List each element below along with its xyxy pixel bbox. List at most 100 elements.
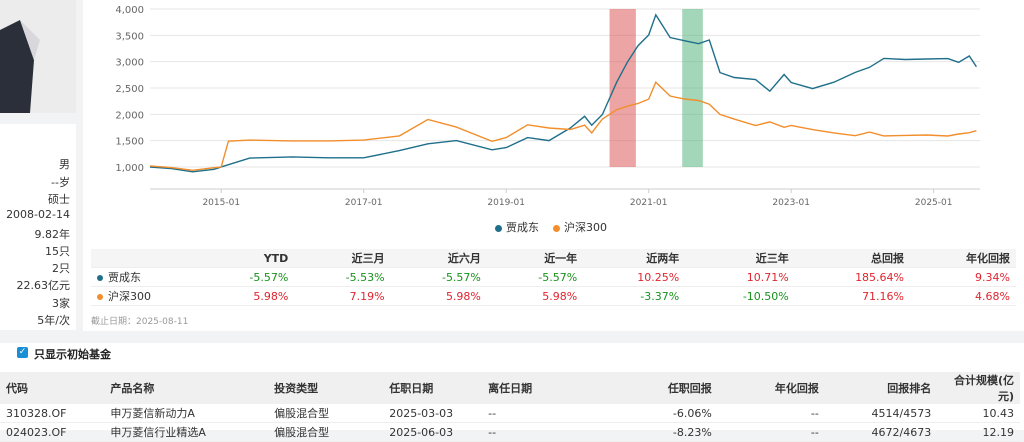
only-initial-checkbox[interactable]: ✓: [17, 347, 28, 358]
fund-header-cell[interactable]: 产品名称: [104, 372, 269, 404]
manager-info-tenure: 9.82年: [34, 228, 71, 241]
fund-cell: --: [482, 404, 606, 423]
fund-header-cell[interactable]: 任职回报: [605, 372, 718, 404]
y-tick-label: 3,000: [115, 58, 144, 69]
manager-info-start-date: 2008-02-14: [6, 208, 70, 221]
x-tick-label: 2017-01: [345, 198, 383, 208]
legend-dot-icon: [495, 224, 502, 232]
fund-cell: 4514/4573: [824, 404, 938, 423]
manager-info-age: --岁: [51, 176, 70, 189]
y-tick-label: 3,500: [115, 31, 144, 42]
perf-value: 9.34%: [910, 267, 1016, 287]
perf-value: -5.57%: [486, 267, 584, 287]
perf-header-cell: 近三月: [294, 249, 391, 268]
legend-label: 贾成东: [506, 221, 539, 234]
perf-value: 5.98%: [198, 286, 295, 306]
legend-item-benchmark[interactable]: 沪深300: [553, 219, 607, 235]
fund-cell: --: [717, 404, 825, 423]
x-tick-label: 2021-01: [630, 198, 668, 208]
perf-value: 185.64%: [794, 267, 911, 287]
x-tick-label: 2015-01: [202, 198, 240, 208]
fund-cell: 2025-03-03: [383, 404, 483, 423]
fund-cell: --: [482, 422, 606, 442]
fund-table: 代码 产品名称 投资类型 任职日期 离任日期 任职回报 年化回报 回报排名 合计规模(亿元) 3…: [0, 372, 1020, 442]
manager-info-job-change: 5年/次: [37, 314, 70, 327]
fund-cell: 2025-06-03: [383, 422, 483, 442]
manager-info-fund-count: 15只: [45, 245, 70, 258]
fund-header-cell[interactable]: 合计规模(亿元): [937, 372, 1020, 404]
perf-value: -5.57%: [390, 267, 487, 287]
perf-value: 5.98%: [390, 286, 487, 306]
fund-cell: 4672/4673: [824, 422, 938, 442]
fund-cell: --: [717, 422, 825, 442]
perf-value: 71.16%: [794, 286, 911, 306]
fund-header-cell[interactable]: 投资类型: [268, 372, 384, 404]
only-initial-label[interactable]: 只显示初始基金: [34, 348, 111, 361]
x-tick-label: 2019-01: [487, 198, 525, 208]
performance-chart: 1,000 1,500 2,000 2,500 3,000 3,500 4,000 2015-…: [115, 5, 980, 208]
fund-cell: 310328.OF: [0, 404, 105, 423]
series-line: [149, 13, 977, 173]
perf-row-name: 沪深300: [91, 286, 198, 306]
fund-header-cell[interactable]: 离任日期: [482, 372, 606, 404]
manager-portrait: [0, 0, 76, 113]
perf-header-cell: [91, 249, 198, 268]
y-tick-label: 2,500: [115, 84, 144, 95]
perf-header-cell: 近一年: [486, 249, 584, 268]
perf-header-cell: 近六月: [390, 249, 487, 268]
perf-value: 5.98%: [486, 286, 584, 306]
manager-info-companies: 3家: [52, 297, 70, 310]
fund-cell: -8.23%: [605, 422, 718, 442]
perf-value: 10.25%: [583, 267, 686, 287]
fund-cell: 申万菱信新动力A: [104, 404, 269, 423]
manager-info-current-funds: 2只: [52, 262, 70, 275]
perf-row-name: 贾成东: [91, 267, 198, 287]
manager-info-aum: 22.63亿元: [16, 279, 71, 292]
series-line: [149, 80, 977, 172]
fund-cell: 偏股混合型: [268, 404, 384, 423]
chart-legend: 贾成东 沪深300: [495, 219, 607, 235]
x-tick-label: 2023-01: [772, 198, 810, 208]
perf-value: -5.57%: [198, 267, 295, 287]
perf-value: -3.37%: [583, 286, 686, 306]
fund-header-cell[interactable]: 任职日期: [383, 372, 483, 404]
fund-cell: 申万菱信行业精选A: [104, 422, 269, 442]
y-tick-label: 1,000: [115, 163, 144, 174]
fund-cell: 10.43: [937, 404, 1020, 423]
fund-header-cell[interactable]: 代码: [0, 372, 105, 404]
perf-value: 7.19%: [294, 286, 391, 306]
perf-header-cell: 近两年: [583, 249, 686, 268]
x-tick-label: 2025-01: [915, 198, 953, 208]
manager-photo: [0, 0, 76, 113]
legend-item-manager[interactable]: 贾成东: [495, 219, 539, 235]
fund-header-cell[interactable]: 回报排名: [824, 372, 938, 404]
manager-info-gender: 男: [59, 158, 70, 171]
perf-header-cell: YTD: [198, 249, 295, 268]
y-tick-label: 1,500: [115, 137, 144, 148]
perf-value: -10.50%: [685, 286, 795, 306]
highlight-band: [682, 9, 703, 167]
manager-info-education: 硕士: [48, 193, 70, 206]
perf-header-cell: 总回报: [794, 249, 911, 268]
y-tick-label: 4,000: [115, 5, 144, 16]
fund-cell: -6.06%: [605, 404, 718, 423]
y-tick-label: 2,000: [115, 110, 144, 121]
cutoff-date: 截止日期：2025-08-11: [91, 317, 189, 327]
performance-table: YTD 近三月 近六月 近一年 近两年 近三年 总回报 年化回报 贾成东 -5.57% -5.53…: [91, 249, 1016, 306]
legend-label: 沪深300: [564, 221, 607, 234]
perf-row: 贾成东 -5.57% -5.53% -5.57% -5.57% 10.25% 10.71% 1…: [91, 267, 1016, 287]
fund-header-cell[interactable]: 年化回报: [717, 372, 825, 404]
fund-row[interactable]: 310328.OF 申万菱信新动力A 偏股混合型 2025-03-03 -- -6.06%…: [0, 404, 1020, 423]
fund-cell: 12.19: [937, 422, 1020, 442]
fund-cell: 偏股混合型: [268, 422, 384, 442]
legend-dot-icon: [553, 224, 560, 232]
fund-cell: 024023.OF: [0, 422, 105, 442]
perf-header-cell: 近三年: [685, 249, 795, 268]
perf-value: -5.53%: [294, 267, 391, 287]
perf-value: 10.71%: [685, 267, 795, 287]
perf-header-cell: 年化回报: [910, 249, 1016, 268]
perf-row: 沪深300 5.98% 7.19% 5.98% 5.98% -3.37% -10.50% 71…: [91, 286, 1016, 306]
fund-row[interactable]: 024023.OF 申万菱信行业精选A 偏股混合型 2025-06-03 -- -8.23…: [0, 422, 1020, 442]
perf-value: 4.68%: [910, 286, 1016, 306]
manager-info-panel: [0, 124, 76, 330]
